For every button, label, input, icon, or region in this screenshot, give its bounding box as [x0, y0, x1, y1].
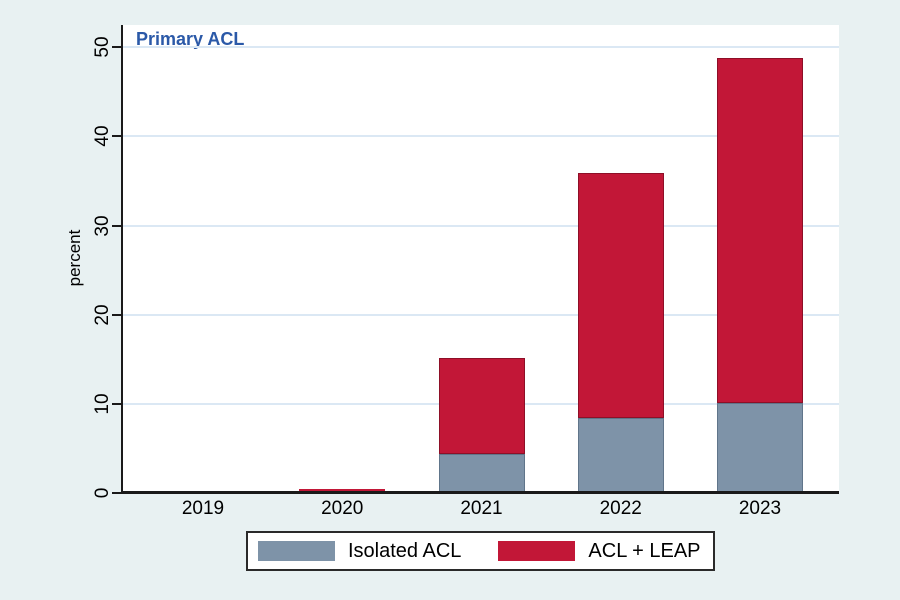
plot-area: Primary ACL [123, 25, 839, 493]
y-axis-line [121, 25, 123, 493]
bar-segment-2023-isolated-acl [717, 402, 803, 493]
y-tick-label-50: 50 [92, 36, 113, 58]
legend-item-acl-leap: ACL + LEAP [498, 539, 701, 563]
bar-segment-2021-isolated-acl [438, 453, 525, 493]
y-tick-mark-10 [112, 402, 121, 405]
legend-item-isolated-acl: Isolated ACL [258, 540, 461, 563]
gridline-30 [123, 224, 839, 227]
x-tick-label-2020: 2020 [321, 498, 364, 519]
bar-segment-2021-acl-leap [438, 358, 525, 454]
x-tick-label-2023: 2023 [738, 498, 782, 519]
bar-2021 [438, 358, 525, 493]
y-tick-mark-30 [112, 224, 121, 227]
y-tick-label-40: 40 [92, 125, 113, 147]
y-axis-title: percent [65, 229, 84, 287]
y-tick-label-10: 10 [92, 393, 113, 415]
chart-title: Primary ACL [136, 29, 245, 49]
legend-swatch-isolated-acl [258, 541, 335, 561]
gridline-40 [123, 135, 839, 138]
y-tick-mark-50 [112, 46, 121, 49]
x-tick-label-2022: 2022 [599, 498, 642, 519]
bar-2023 [717, 58, 803, 493]
gridline-50 [123, 46, 839, 49]
x-tick-label-2021: 2021 [460, 498, 503, 519]
bar-segment-2020-acl-leap [299, 489, 386, 493]
legend-label-isolated-acl: Isolated ACL [348, 539, 462, 562]
y-tick-label-20: 20 [92, 304, 113, 326]
y-tick-mark-0 [112, 492, 121, 494]
x-tick-label-2019: 2019 [181, 498, 225, 519]
bar-segment-2023-acl-leap [717, 58, 803, 403]
y-tick-mark-20 [112, 313, 121, 316]
legend-label-acl-leap: ACL + LEAP [588, 539, 701, 562]
legend-swatch-acl-leap [498, 541, 576, 561]
y-tick-label-0: 0 [92, 487, 113, 499]
x-axis-labels: 2019 2020 2021 2022 2023 [123, 498, 839, 524]
y-tick-mark-40 [112, 135, 121, 138]
x-axis-line [121, 491, 839, 494]
bar-segment-2022-isolated-acl [577, 418, 664, 493]
legend: Isolated ACL ACL + LEAP [246, 531, 715, 571]
y-tick-label-30: 30 [92, 215, 113, 237]
gridline-20 [123, 313, 839, 316]
bar-segment-2022-acl-leap [577, 172, 664, 419]
bar-2022 [577, 172, 664, 493]
